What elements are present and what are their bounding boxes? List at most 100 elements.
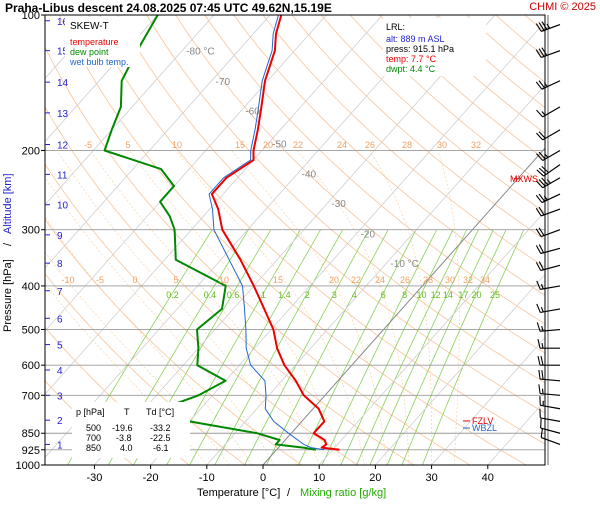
- theta-label: 20: [329, 275, 339, 285]
- ylabel-pressure: Pressure [hPa]: [2, 259, 14, 332]
- mixing-ratio-label: 17: [458, 290, 468, 300]
- table-cell: 850: [86, 443, 101, 453]
- altitude-tick-label: 7: [57, 287, 63, 298]
- theta-label: 32: [463, 275, 473, 285]
- altitude-tick-label: 13: [57, 109, 69, 120]
- pressure-tick-label: 1000: [16, 460, 40, 472]
- lrl-dwpt: dwpt: 4.4 °C: [386, 64, 436, 74]
- legend-wetbulb: wet bulb temp.: [69, 57, 129, 67]
- mixing-ratio-label: 25: [490, 290, 500, 300]
- pressure-tick-label: 925: [22, 445, 40, 457]
- temp-tick-label: 0: [260, 472, 266, 484]
- xlabel-temperature: Temperature [°C]: [197, 487, 280, 499]
- isotherm-label: -60: [245, 106, 260, 117]
- lrl-alt: alt: 889 m ASL: [386, 34, 445, 44]
- theta-label: 28: [402, 140, 412, 150]
- theta-label: 30: [445, 275, 455, 285]
- theta-label: 5: [173, 275, 178, 285]
- theta-label: 26: [365, 140, 375, 150]
- isotherm-label: -50: [272, 140, 287, 151]
- xlabel-separator: /: [287, 487, 291, 499]
- lrl-title: LRL:: [386, 22, 405, 32]
- legend-temperature: temperature: [70, 37, 119, 47]
- table-cell: -33.2: [150, 423, 171, 433]
- temp-tick-label: 30: [425, 472, 437, 484]
- pressure-tick-label: 300: [22, 225, 40, 237]
- altitude-tick-label: 9: [57, 231, 63, 242]
- altitude-tick-label: 5: [57, 341, 63, 352]
- theta-label: 32: [471, 140, 481, 150]
- wind-barb: [539, 370, 560, 381]
- level-table: p [hPa] T Td [°C] 500 -19.6 -33.2 700 -3…: [72, 402, 190, 458]
- theta-label: 22: [293, 140, 303, 150]
- isotherm-label: -80 °C: [186, 47, 214, 58]
- theta-label: 22: [351, 275, 361, 285]
- mixing-ratio-label: 6: [381, 290, 386, 300]
- pressure-tick-label: 700: [22, 390, 40, 402]
- theta-label: -10: [61, 275, 74, 285]
- barb-half-flag: [547, 179, 550, 183]
- table-cell: -22.5: [150, 433, 171, 443]
- mixing-ratio-label: 12: [431, 290, 441, 300]
- mixing-ratio-label: 8: [402, 290, 407, 300]
- temp-tick-label: 40: [482, 472, 494, 484]
- isotherm-label: -40: [302, 169, 317, 180]
- theta-label: 10: [172, 140, 182, 150]
- theta-label: 15: [273, 275, 283, 285]
- altitude-tick-label: 10: [57, 201, 69, 212]
- table-header-t: T: [124, 407, 130, 417]
- ylabel-altitude: Altitude [km]: [2, 173, 14, 234]
- x-axis-title: Temperature [°C] / Mixing ratio [g/kg]: [197, 487, 386, 499]
- table-cell: 700: [86, 433, 101, 443]
- isotherm: [544, 15, 600, 465]
- mixing-ratio-label: 20: [472, 290, 482, 300]
- legend-dewpoint: dew point: [70, 47, 109, 57]
- mixing-ratio-label: 0.2: [166, 290, 179, 300]
- temp-tick-label: -20: [143, 472, 159, 484]
- table-cell: -19.6: [112, 423, 133, 433]
- table-cell: -3.8: [116, 433, 132, 443]
- theta-label: 30: [437, 140, 447, 150]
- altitude-tick-label: 4: [57, 366, 63, 377]
- xlabel-mixing-ratio: Mixing ratio [g/kg]: [300, 487, 386, 499]
- mixing-ratio-label: 4: [352, 290, 357, 300]
- isotherm-label: -70: [216, 77, 231, 88]
- altitude-tick-label: 12: [57, 141, 69, 152]
- theta-label: 15: [235, 140, 245, 150]
- mixing-ratio-label: 3: [332, 290, 337, 300]
- temp-tick-label: -10: [199, 472, 215, 484]
- altitude-tick-label: 1: [57, 440, 63, 451]
- mixing-ratio-label: 0.4: [204, 290, 217, 300]
- mixing-ratio-label: 14: [443, 290, 453, 300]
- table-cell: -6.1: [153, 443, 169, 453]
- table-cell: 4.0: [120, 443, 133, 453]
- theta-label: 0: [132, 275, 137, 285]
- theta-label: 34: [480, 275, 490, 285]
- pressure-tick-label: 500: [22, 325, 40, 337]
- pressure-tick-label: 200: [22, 145, 40, 157]
- chart-title: Praha-Libus descent 24.08.2025 07:45 UTC…: [5, 1, 332, 15]
- table-header-td: Td [°C]: [146, 407, 174, 417]
- altitude-tick-label: 2: [57, 416, 63, 427]
- isotherm-label: -30: [331, 199, 346, 210]
- mixing-ratio-label: 1: [261, 290, 266, 300]
- theta-label: 26: [400, 275, 410, 285]
- pressure-tick-label: 850: [22, 428, 40, 440]
- theta-label: 5: [125, 140, 130, 150]
- mixing-ratio-label: 0.6: [227, 290, 240, 300]
- temp-tick-label: -30: [86, 472, 102, 484]
- barb-half-flag: [543, 389, 544, 394]
- legend: SKEW-T temperature dew point wet bulb te…: [65, 17, 140, 67]
- mixing-ratio-label: 2: [305, 290, 310, 300]
- mixing-ratio-label: 10: [417, 290, 427, 300]
- wbzl-label: WBZL: [472, 423, 497, 433]
- table-cell: 500: [86, 423, 101, 433]
- altitude-tick-label: 14: [57, 78, 69, 89]
- temp-tick-label: 10: [313, 472, 325, 484]
- isotherm-label: -20: [361, 230, 376, 241]
- theta-label: 20: [263, 140, 273, 150]
- barb-half-flag: [547, 24, 550, 28]
- altitude-tick-label: 8: [57, 259, 63, 270]
